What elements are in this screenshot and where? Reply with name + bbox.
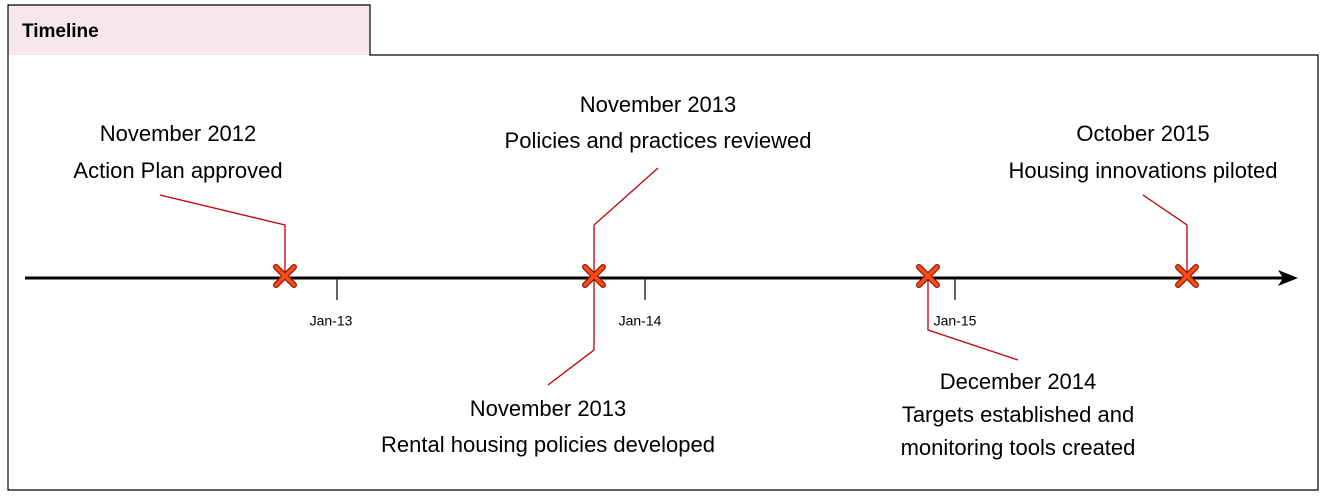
event-description: Action Plan approved [73, 158, 282, 183]
title-tab [8, 5, 370, 55]
callout-line [159, 194, 286, 276]
event-description: monitoring tools created [901, 435, 1136, 460]
axis-arrow [1278, 270, 1298, 286]
event-description: Policies and practices reviewed [505, 128, 812, 153]
event-description: Housing innovations piloted [1008, 158, 1277, 183]
tick-label: Jan-14 [619, 313, 662, 329]
callout-line [1142, 194, 1188, 276]
callout-line [593, 167, 659, 276]
callout-line [927, 276, 1019, 361]
event-description: Targets established and [902, 402, 1134, 427]
ticks [336, 278, 956, 300]
event-date: November 2012 [100, 121, 257, 146]
event-date: December 2014 [940, 369, 1097, 394]
tick-label: Jan-15 [934, 313, 977, 329]
event-date: November 2013 [580, 92, 737, 117]
frame [7, 4, 1319, 491]
event-description: Rental housing policies developed [381, 432, 715, 457]
title: Timeline [22, 21, 99, 42]
tick-label: Jan-13 [310, 313, 353, 329]
event-date: October 2015 [1076, 121, 1209, 146]
callout-line [547, 276, 595, 386]
event-date: November 2013 [470, 396, 627, 421]
